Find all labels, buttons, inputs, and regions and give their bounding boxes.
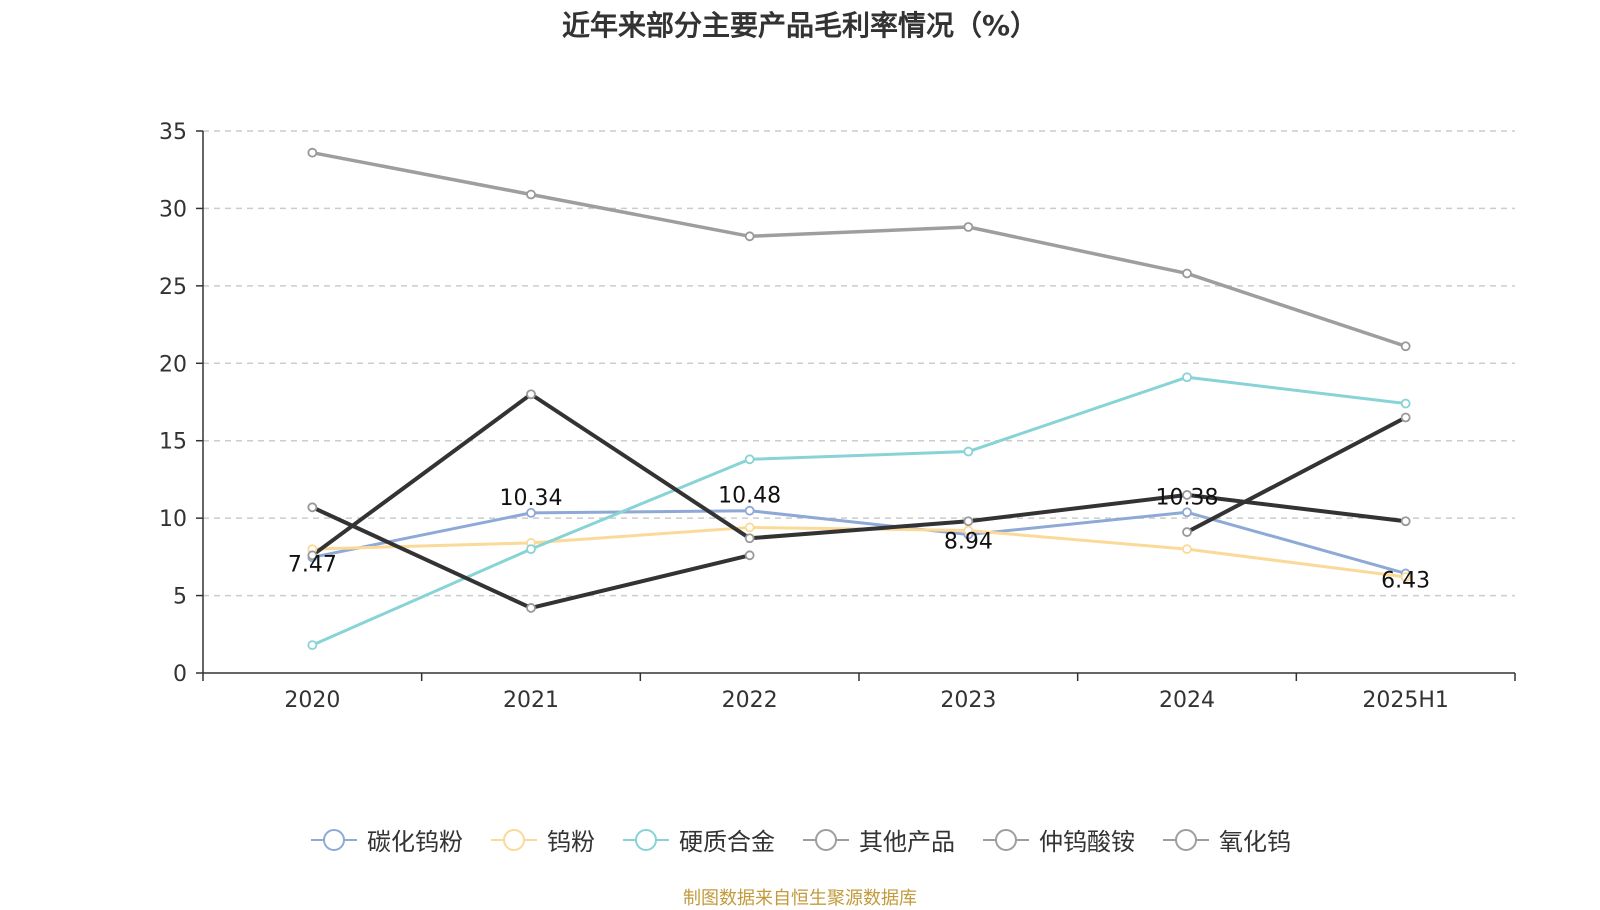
data-point[interactable] (744, 505, 755, 516)
data-point[interactable] (744, 231, 755, 242)
series-line-4 (1185, 415, 1408, 535)
series-line-3 (310, 392, 1408, 558)
x-tick-label: 2020 (284, 688, 340, 713)
data-point[interactable] (1182, 268, 1192, 279)
y-tick-label: 30 (159, 197, 187, 222)
data-label: 7.47 (288, 552, 337, 577)
data-point[interactable] (1400, 341, 1411, 352)
legend-line-marker-icon (983, 828, 1029, 851)
data-labels: 7.47 10.34 10.48 8.94 10.38 6.43 (288, 484, 1430, 594)
legend-line-marker-icon (803, 828, 849, 851)
legend-line-marker-icon (491, 828, 537, 851)
source-note: 制图数据来自恒生聚源数据库 (683, 888, 917, 909)
legend-label: 氧化钨 (1219, 828, 1291, 856)
data-point[interactable] (963, 525, 974, 536)
data-point[interactable] (744, 454, 755, 465)
x-tick-label: 2021 (503, 688, 559, 713)
data-point[interactable] (1400, 572, 1411, 582)
data-point[interactable] (1400, 516, 1411, 527)
x-tick-label: 2023 (940, 688, 996, 713)
y-tick-label: 25 (159, 275, 187, 300)
data-point[interactable] (744, 522, 755, 533)
legend-item[interactable]: 仲钨酸铵 (981, 822, 1135, 857)
x-tick-label: 2022 (722, 688, 778, 713)
data-point[interactable] (963, 516, 974, 527)
legend-item[interactable]: 钨粉 (489, 822, 595, 857)
data-point[interactable] (744, 533, 755, 544)
series-line-0 (310, 509, 1408, 575)
legend-item[interactable]: 碳化钨粉 (309, 822, 463, 857)
data-point[interactable] (307, 640, 318, 651)
legend-label: 仲钨酸铵 (1039, 828, 1135, 856)
legend-label: 硬质合金 (679, 828, 775, 856)
x-tick-label: 2025H1 (1362, 688, 1449, 713)
data-label: 8.94 (944, 530, 993, 555)
grid-lines (203, 130, 1515, 597)
data-point[interactable] (526, 507, 536, 518)
data-point[interactable] (526, 189, 536, 200)
data-label: 10.34 (500, 486, 563, 511)
y-tick-label: 35 (159, 120, 187, 145)
legend: 碳化钨粉 钨粉 硬质合金 其他产品 仲钨酸铵 氧化钨 (0, 822, 1600, 857)
legend-item[interactable]: 硬质合金 (621, 822, 775, 857)
data-point[interactable] (526, 544, 536, 555)
legend-item[interactable]: 氧化钨 (1161, 822, 1291, 857)
data-point[interactable] (1182, 507, 1192, 518)
series-lines (310, 150, 1408, 647)
legend-item[interactable]: 其他产品 (801, 822, 955, 857)
chart-title: 近年来部分主要产品毛利率情况（%） (561, 9, 1039, 42)
legend-label: 碳化钨粉 (367, 828, 463, 856)
data-point[interactable] (526, 603, 536, 613)
series-line-2 (310, 375, 1408, 647)
series-line-5 (310, 150, 1408, 349)
data-point[interactable] (1182, 527, 1192, 537)
y-tick-label: 20 (159, 352, 187, 377)
data-point[interactable] (744, 550, 755, 561)
legend-line-marker-icon (1163, 828, 1209, 851)
data-label: 10.48 (718, 484, 781, 509)
series-line-1 (310, 525, 1408, 579)
data-point[interactable] (963, 222, 974, 232)
data-point[interactable] (1182, 544, 1192, 555)
legend-line-marker-icon (623, 828, 669, 851)
data-point[interactable] (526, 389, 536, 400)
data-point[interactable] (307, 502, 318, 513)
data-point[interactable] (307, 550, 318, 561)
x-tick-label: 2024 (1159, 688, 1215, 713)
legend-label: 其他产品 (859, 828, 955, 856)
y-tick-label: 0 (173, 662, 187, 687)
legend-label: 钨粉 (547, 828, 595, 856)
data-label: 6.43 (1381, 568, 1430, 593)
series-line-4 (310, 505, 752, 610)
y-tick-label: 5 (173, 585, 187, 610)
data-label: 10.38 (1156, 485, 1219, 510)
y-tick-label: 10 (159, 507, 187, 532)
data-point[interactable] (1182, 372, 1192, 383)
data-point[interactable] (1182, 490, 1192, 500)
data-point[interactable] (1400, 398, 1411, 409)
data-points (307, 147, 1411, 651)
data-point[interactable] (307, 147, 318, 158)
legend-line-marker-icon (311, 828, 357, 851)
data-point[interactable] (963, 446, 974, 457)
data-point[interactable] (1400, 412, 1411, 423)
y-tick-label: 15 (159, 430, 187, 455)
axes: 0 5 10 15 20 25 30 35 2020 2021 2022 2023 2024 2025H1 (159, 120, 1516, 713)
